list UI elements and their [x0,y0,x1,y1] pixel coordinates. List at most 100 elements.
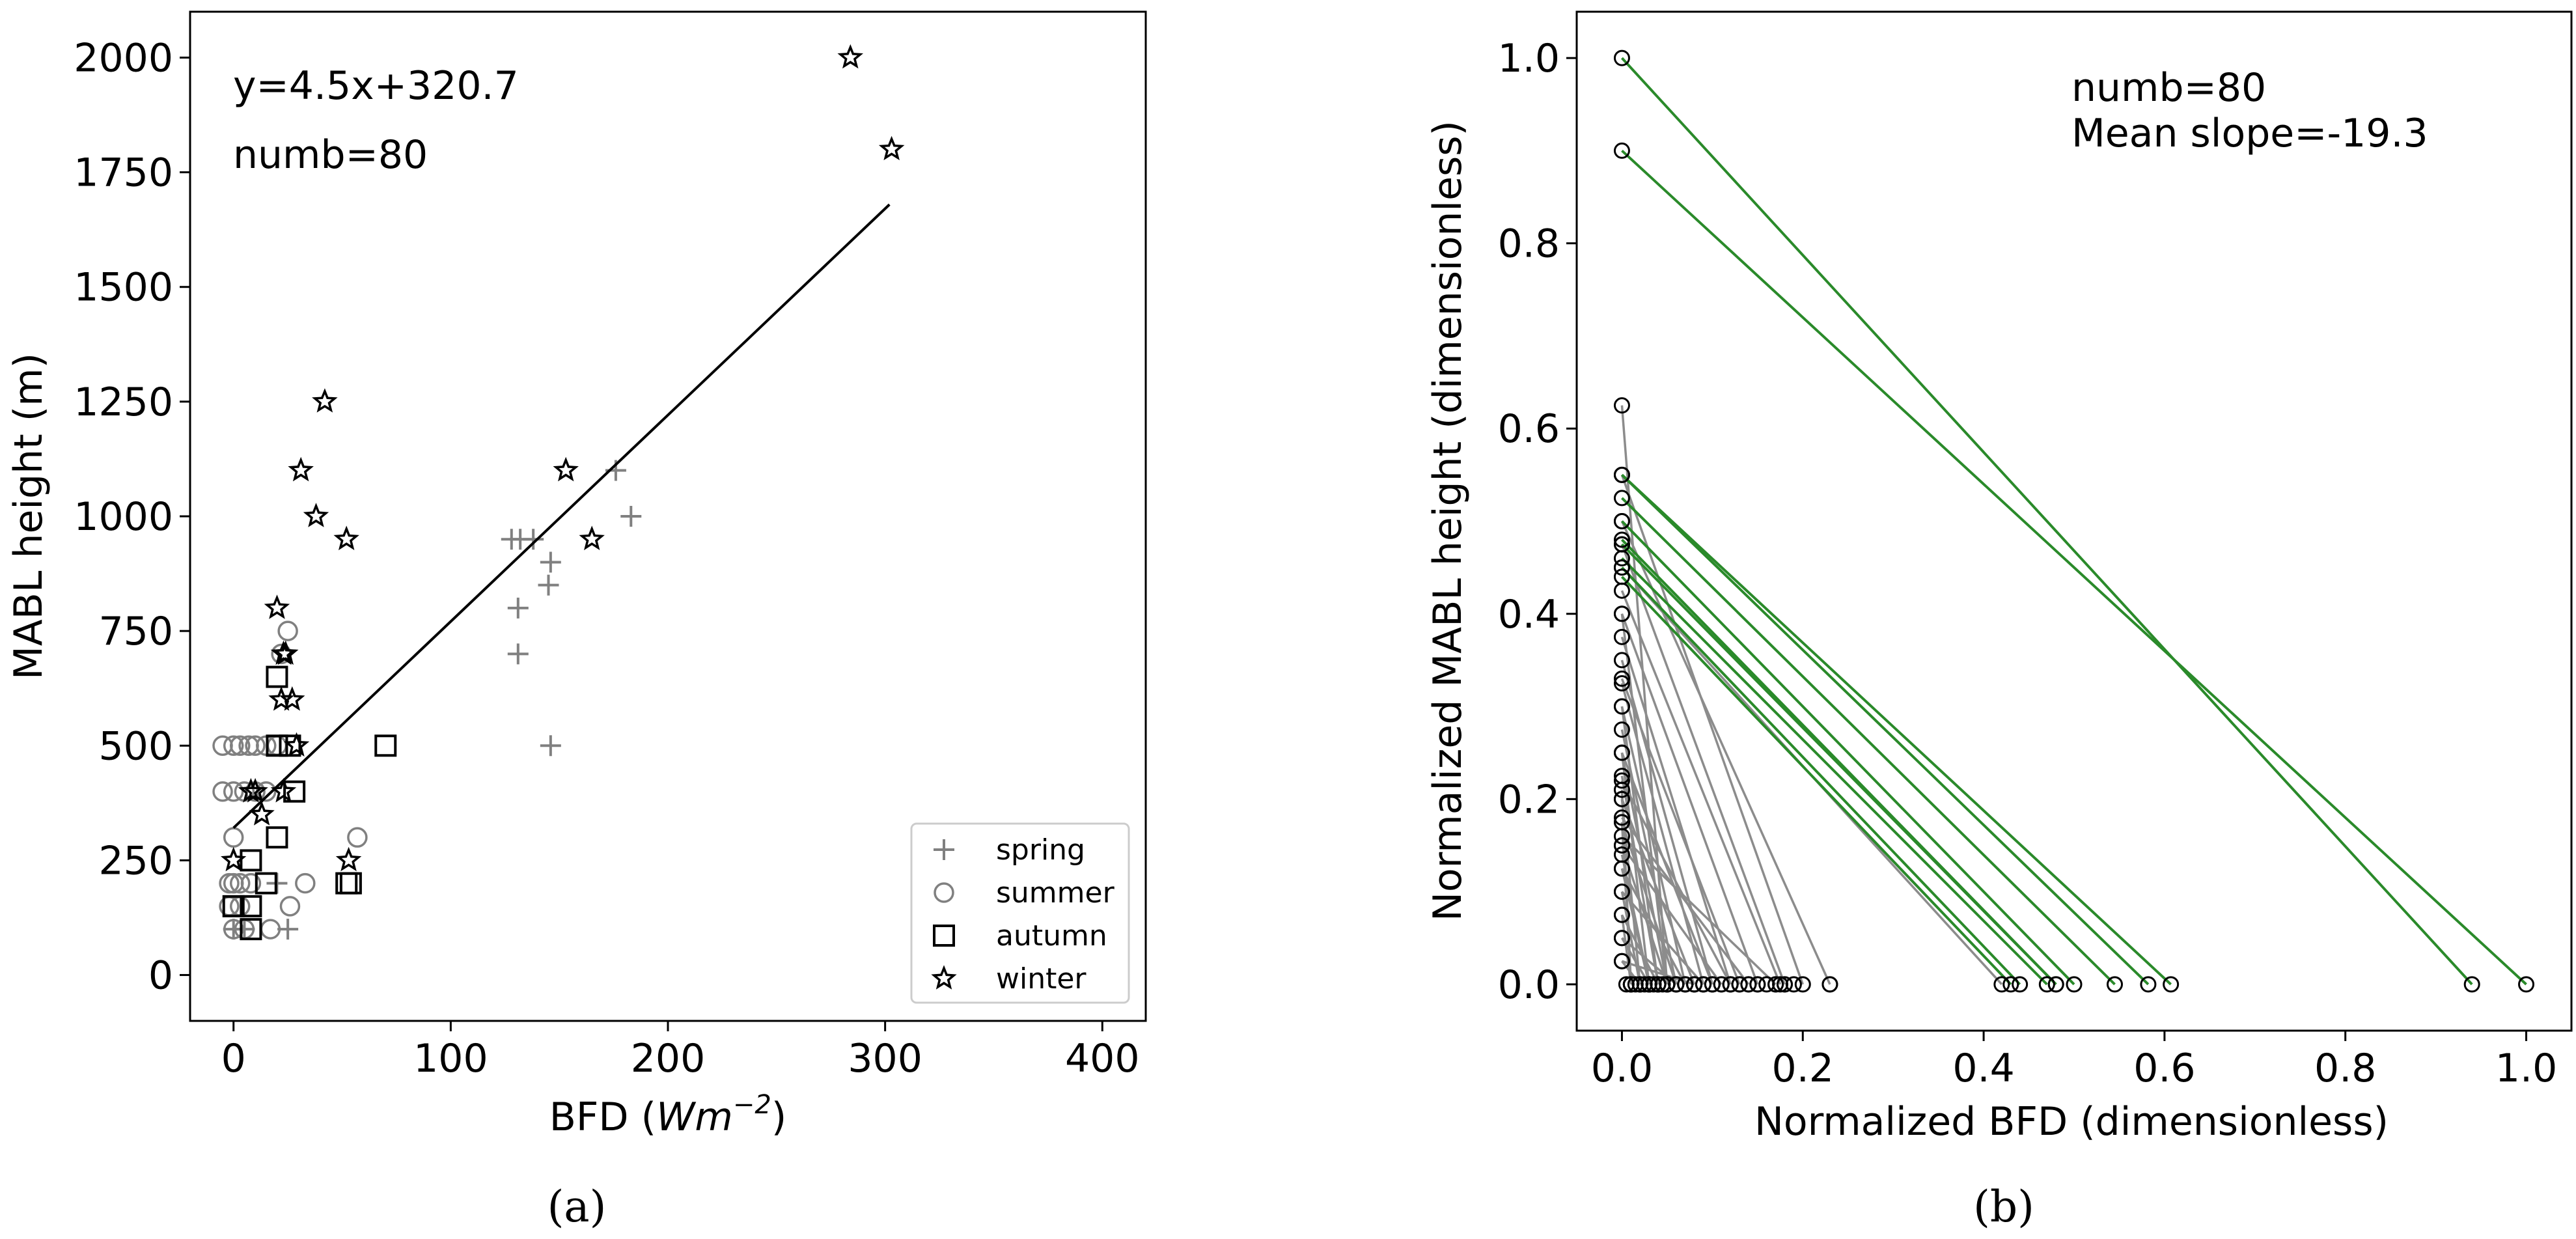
end-marker [2038,976,2055,993]
end-marker [2140,976,2157,993]
end-marker [2107,976,2124,993]
panel-b-marks [1613,49,2535,993]
panel-b-line-chart: 0.0 0.2 0.4 0.6 0.8 1.0 0.0 0.2 0.4 0.6 0.8 1.0 num… [1425,10,2573,1232]
spring-point [277,919,299,940]
autumn-point [266,665,288,688]
panel-a-ticks: 0 100 200 300 400 0 250 500 750 1000 1250 1500 1750 2… [74,35,1139,1081]
zero-marker [1722,976,1739,993]
start-marker [1613,930,1630,947]
y-tick-label: 0.2 [1498,777,1560,822]
zero-marker [1668,976,1685,993]
start-marker [1613,721,1630,738]
spring-point [507,643,529,665]
legend-label-autumn: autumn [996,919,1107,953]
x-tick-label: 1.0 [2495,1046,2557,1091]
panel-b-annotation-slope: Mean slope=-19.3 [2071,111,2428,156]
zero-marker [1686,976,1703,993]
end-marker [2518,976,2535,993]
start-marker [1613,142,1630,159]
y-tick-label: 2000 [74,35,173,81]
panel-b-y-axis-label: Normalized MABL height (dimensionless) [1425,120,1471,921]
panel-a-marks [212,44,905,941]
spring-point [523,529,544,550]
y-tick-label: 1750 [74,150,173,196]
highlight-segment [1621,149,2527,986]
start-marker [1613,568,1630,585]
highlight-segment [1621,520,2075,986]
end-marker [2012,976,2029,993]
x-tick-label: 0.6 [2133,1046,2195,1091]
muted-segment [1620,854,1650,985]
autumn-point [335,872,358,895]
x-tick-label: 400 [1065,1036,1140,1081]
autumn-point [374,734,397,757]
end-marker [1794,976,1811,993]
x-tick-label: 0.4 [1952,1046,2014,1091]
highlight-segment [1621,473,2150,986]
autumn-point [255,872,277,895]
start-marker [1613,559,1630,576]
muted-segment [1620,405,1669,984]
x-tick-label: 0.8 [2314,1046,2376,1091]
start-marker [1613,884,1630,900]
winter-point [553,456,579,482]
spring-point [538,574,559,596]
winter-point [221,846,247,872]
muted-segment [1621,816,1750,985]
x-tick-label: 0.0 [1591,1046,1653,1091]
muted-segment [1621,844,1723,985]
autumn-point [283,780,306,803]
x-tick-label: 100 [413,1036,488,1081]
end-marker [2463,976,2480,993]
panel-a-scatter-chart: 0 100 200 300 400 0 250 500 750 1000 1250 1500 1750 2… [6,10,1147,1232]
start-marker [1613,906,1630,923]
end-marker [2163,976,2180,993]
zero-marker [1650,976,1667,993]
muted-segment [1620,798,1696,985]
start-marker [1613,490,1630,507]
zero-marker [1677,976,1694,993]
muted-segment [1620,520,1831,985]
muted-segment [1620,891,1641,985]
autumn-point [222,895,245,917]
summer-point [279,896,301,917]
spring-point [540,551,561,573]
legend-marker-winter [931,965,957,990]
summer-point [229,735,251,757]
x-tick-label: 200 [631,1036,706,1081]
winter-point [303,503,329,527]
winter-point [333,525,359,551]
end-marker [1993,976,2010,993]
regression-line [232,203,891,829]
panel-b-label: (b) [1973,1182,2034,1232]
autumn-point [240,918,262,941]
legend-marker-summer [934,882,954,903]
winter-point [268,686,294,711]
muted-segment [1620,752,1713,985]
y-tick-label: 1.0 [1498,36,1560,81]
autumn-point [339,872,362,895]
x-label-unit: Wm [656,1094,733,1140]
start-marker [1613,670,1630,687]
zero-marker [1704,976,1721,993]
panel-a-annotation-equation: y=4.5x+320.7 [233,63,519,109]
start-marker [1613,781,1630,798]
y-tick-label: 0.8 [1498,221,1560,267]
autumn-point [266,826,288,849]
zero-marker [1659,976,1676,993]
start-marker [1613,809,1630,826]
winter-point [335,846,362,872]
summer-point [266,735,288,757]
start-marker [1613,531,1630,548]
spring-point [540,735,561,757]
highlight-segment [1621,543,2057,986]
start-marker [1613,628,1630,645]
panel-a-annotation-count: numb=80 [233,132,428,178]
autumn-point [266,734,288,757]
winter-point [249,801,275,826]
y-tick-label: 1000 [74,494,173,540]
start-marker [1613,953,1630,969]
winter-point [312,388,338,413]
y-tick-label: 0.4 [1498,592,1560,637]
